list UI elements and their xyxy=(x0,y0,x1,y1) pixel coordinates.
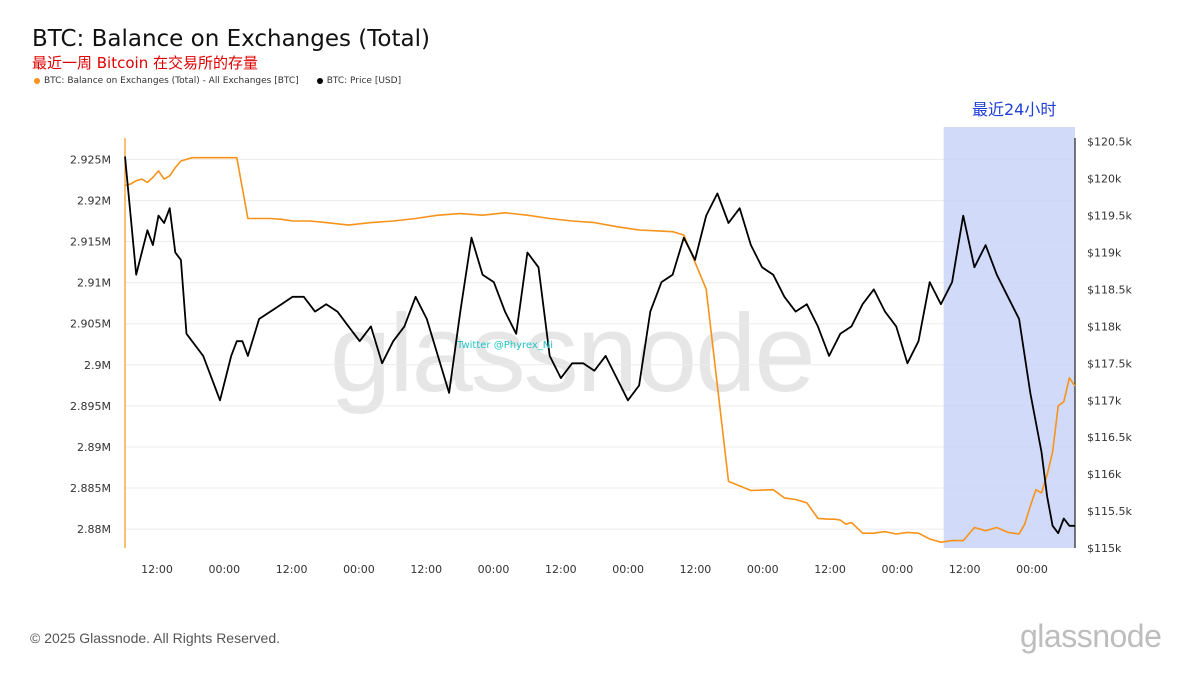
x-tick-label: 00:00 xyxy=(747,563,779,576)
highlight-region xyxy=(943,127,1075,548)
right-tick-label: $117k xyxy=(1087,394,1122,407)
legend-dot-balance xyxy=(34,78,40,84)
right-tick-label: $120.5k xyxy=(1087,136,1132,149)
left-axis: 2.925M 2.92M 2.915M 2.91M 2.905M 2.9M 2.895M 2.… xyxy=(70,138,126,548)
right-tick-label: $116k xyxy=(1087,468,1122,481)
right-tick-label: $115.5k xyxy=(1087,505,1132,518)
left-tick-label: 2.91M xyxy=(77,277,111,290)
x-tick-label: 12:00 xyxy=(276,563,308,576)
copyright: © 2025 Glassnode. All Rights Reserved. xyxy=(30,630,281,646)
left-tick-label: 2.9M xyxy=(84,359,111,372)
left-tick-label: 2.88M xyxy=(77,523,111,536)
watermark: glassnode xyxy=(330,292,815,415)
x-tick-label: 00:00 xyxy=(612,563,644,576)
x-tick-label: 12:00 xyxy=(545,563,577,576)
left-tick-label: 2.885M xyxy=(70,482,111,495)
left-tick-label: 2.895M xyxy=(70,400,111,413)
x-tick-label: 12:00 xyxy=(680,563,712,576)
chart-subtitle: 最近一周 Bitcoin 在交易所的存量 xyxy=(32,54,258,72)
x-tick-label: 00:00 xyxy=(478,563,510,576)
left-tick-label: 2.89M xyxy=(77,441,111,454)
legend-item-price[interactable]: BTC: Price [USD] xyxy=(316,76,402,86)
highlight-label: 最近24小时 xyxy=(972,100,1057,119)
x-tick-label: 12:00 xyxy=(949,563,981,576)
glassnode-logo: glassnode xyxy=(1020,618,1162,654)
series-line-balance xyxy=(124,156,1076,544)
left-tick-label: 2.905M xyxy=(70,318,111,331)
x-tick-label: 00:00 xyxy=(1016,563,1048,576)
right-tick-label: $115k xyxy=(1087,542,1122,555)
x-tick-label: 00:00 xyxy=(343,563,375,576)
twitter-handle: Twitter @Phyrex_Ni xyxy=(457,340,554,351)
series-line-price xyxy=(124,156,1075,535)
gridlines xyxy=(125,158,1075,530)
right-tick-label: $120k xyxy=(1087,173,1122,186)
right-tick-label: $119.5k xyxy=(1087,210,1132,223)
right-tick-label: $118k xyxy=(1087,320,1122,333)
left-tick-label: 2.915M xyxy=(70,236,111,249)
chart-legend: BTC: Balance on Exchanges (Total) - All … xyxy=(34,76,401,86)
right-tick-label: $116.5k xyxy=(1087,431,1132,444)
right-axis: $120.5k $120k $119.5k $119k $118.5k $118k $117… xyxy=(1074,136,1132,555)
legend-dot-price xyxy=(316,78,323,84)
x-tick-label: 12:00 xyxy=(410,563,442,576)
chart-title: BTC: Balance on Exchanges (Total) xyxy=(32,26,430,52)
x-axis: 12:00 00:00 12:00 00:00 12:00 00:00 12:00 00:00… xyxy=(141,563,1048,576)
left-tick-label: 2.925M xyxy=(70,153,111,166)
right-tick-label: $118.5k xyxy=(1087,283,1132,296)
x-tick-label: 00:00 xyxy=(208,563,240,576)
legend-item-balance[interactable]: BTC: Balance on Exchanges (Total) - All … xyxy=(34,76,299,86)
legend-label-balance: BTC: Balance on Exchanges (Total) - All … xyxy=(44,76,299,86)
legend-label-price: BTC: Price [USD] xyxy=(326,76,402,86)
right-tick-label: $117.5k xyxy=(1087,357,1132,370)
x-tick-label: 12:00 xyxy=(141,563,173,576)
right-tick-label: $119k xyxy=(1087,247,1122,260)
series-layer xyxy=(124,156,1076,544)
left-tick-label: 2.92M xyxy=(77,194,111,207)
x-tick-label: 00:00 xyxy=(882,563,914,576)
x-tick-label: 12:00 xyxy=(814,563,846,576)
